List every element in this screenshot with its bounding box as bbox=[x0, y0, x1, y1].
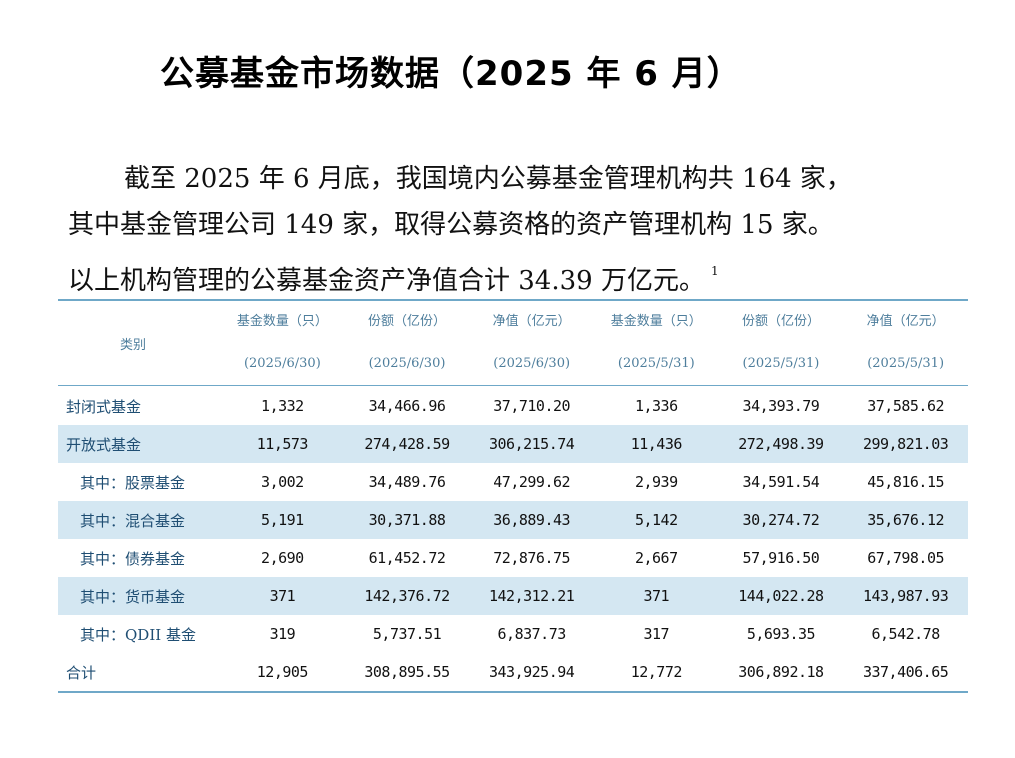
summary-paragraph: 截至 2025 年 6 月底，我国境内公募基金管理机构共 164 家， 其中基金… bbox=[68, 156, 948, 304]
column-date: (2025/6/30) bbox=[243, 356, 321, 371]
category-header: 类别 bbox=[120, 337, 147, 353]
column-header: 份额（亿份） (2025/5/31) bbox=[719, 301, 844, 386]
table-cell: 5,737.51 bbox=[372, 625, 442, 643]
column-date: (2025/6/30) bbox=[368, 356, 446, 371]
header-divider bbox=[58, 385, 968, 387]
table-cell: 45,816.15 bbox=[867, 473, 945, 491]
table-cell: 371 bbox=[643, 587, 670, 605]
row-label: 其中：货币基金 bbox=[80, 587, 186, 606]
column-header: 基金数量（只） (2025/5/31) bbox=[594, 301, 719, 386]
column-name: 基金数量（只） bbox=[610, 314, 702, 329]
footnote-mark: 1 bbox=[710, 264, 719, 278]
table-cell: 299,821.03 bbox=[862, 435, 949, 453]
column-header: 份额（亿份） (2025/6/30) bbox=[345, 301, 470, 386]
table-cell: 371 bbox=[269, 587, 296, 605]
page-title: 公募基金市场数据（2025 年 6 月） bbox=[160, 54, 742, 94]
summary-line-1: 截至 2025 年 6 月底，我国境内公募基金管理机构共 164 家， bbox=[124, 164, 852, 194]
table-cell: 317 bbox=[643, 625, 670, 643]
table-cell: 306,215.74 bbox=[489, 435, 575, 453]
summary-line-3-text: 以上机构管理的公募基金资产净值合计 34.39 万亿元。 bbox=[68, 266, 705, 296]
table-cell: 272,498.39 bbox=[738, 435, 824, 453]
column-name: 份额（亿份） bbox=[741, 314, 820, 329]
column-name: 基金数量（只） bbox=[236, 314, 328, 329]
column-name: 净值（亿元） bbox=[492, 314, 571, 329]
table-cell: 274,428.59 bbox=[364, 435, 450, 453]
table-cell: 306,892.18 bbox=[738, 663, 824, 681]
column-header: 净值（亿元） (2025/5/31) bbox=[843, 301, 968, 386]
column-name: 份额（亿份） bbox=[368, 314, 447, 329]
table-header-row: 类别 基金数量（只） (2025/6/30) 份额（亿份） (2025/6/30) … bbox=[58, 301, 968, 386]
table-row: 其中：股票基金 3,002 34,489.76 47,299.62 2,939 … bbox=[58, 463, 968, 501]
table-cell: 142,376.72 bbox=[364, 587, 450, 605]
column-date: (2025/5/31) bbox=[742, 356, 820, 371]
table-cell: 34,393.79 bbox=[742, 397, 820, 415]
table-cell: 11,436 bbox=[630, 435, 683, 453]
column-date: (2025/6/30) bbox=[493, 356, 571, 371]
row-label: 其中：债券基金 bbox=[80, 549, 186, 568]
table-cell: 2,690 bbox=[261, 549, 304, 567]
table-cell: 37,585.62 bbox=[867, 397, 945, 415]
row-label: 其中：混合基金 bbox=[80, 511, 186, 530]
table-cell: 343,925.94 bbox=[489, 663, 575, 681]
table-cell: 11,573 bbox=[256, 435, 309, 453]
table-cell: 57,916.50 bbox=[742, 549, 820, 567]
table-cell: 6,837.73 bbox=[497, 625, 567, 643]
table-cell: 12,905 bbox=[256, 663, 309, 681]
column-header: 基金数量（只） (2025/6/30) bbox=[220, 301, 345, 386]
table-cell: 5,142 bbox=[634, 511, 678, 529]
table-cell: 61,452.72 bbox=[368, 549, 446, 567]
column-date: (2025/5/31) bbox=[617, 356, 695, 371]
table-cell: 142,312.21 bbox=[489, 587, 575, 605]
column-date: (2025/5/31) bbox=[867, 356, 945, 371]
table-cell: 144,022.28 bbox=[738, 587, 824, 605]
row-label: 开放式基金 bbox=[66, 435, 142, 454]
table-cell: 34,466.96 bbox=[368, 397, 446, 415]
table-cell: 12,772 bbox=[630, 663, 683, 681]
table-cell: 2,939 bbox=[634, 473, 678, 491]
table-cell: 36,889.43 bbox=[493, 511, 571, 529]
table-row: 其中：债券基金 2,690 61,452.72 72,876.75 2,667 … bbox=[58, 539, 968, 577]
table-cell: 3,002 bbox=[261, 473, 304, 491]
table-cell: 5,693.35 bbox=[746, 625, 816, 643]
table-row: 其中：货币基金 371 142,376.72 142,312.21 371 14… bbox=[58, 577, 968, 615]
summary-line-3: 以上机构管理的公募基金资产净值合计 34.39 万亿元。 1 bbox=[68, 248, 948, 304]
row-label: 合计 bbox=[66, 663, 97, 682]
row-label: 其中：股票基金 bbox=[80, 473, 186, 492]
table-row-total: 合计 12,905 308,895.55 343,925.94 12,772 3… bbox=[58, 653, 968, 691]
table-cell: 1,336 bbox=[634, 397, 678, 415]
table-cell: 6,542.78 bbox=[871, 625, 941, 643]
table-cell: 1,332 bbox=[261, 397, 304, 415]
row-label: 其中：QDII 基金 bbox=[80, 625, 196, 644]
table-cell: 67,798.05 bbox=[867, 549, 945, 567]
table-row: 其中：混合基金 5,191 30,371.88 36,889.43 5,142 … bbox=[58, 501, 968, 539]
table-row: 其中：QDII 基金 319 5,737.51 6,837.73 317 5,6… bbox=[58, 615, 968, 653]
table-cell: 30,371.88 bbox=[368, 511, 446, 529]
summary-line-2: 其中基金管理公司 149 家，取得公募资格的资产管理机构 15 家。 bbox=[68, 210, 834, 240]
table-cell: 143,987.93 bbox=[862, 587, 949, 605]
table-cell: 34,591.54 bbox=[742, 473, 820, 491]
table-cell: 2,667 bbox=[634, 549, 678, 567]
table-cell: 337,406.65 bbox=[862, 663, 949, 681]
column-name: 净值（亿元） bbox=[866, 314, 945, 329]
table-cell: 47,299.62 bbox=[493, 473, 571, 491]
table-cell: 35,676.12 bbox=[867, 511, 945, 529]
table-cell: 34,489.76 bbox=[368, 473, 446, 491]
table-row: 开放式基金 11,573 274,428.59 306,215.74 11,43… bbox=[58, 425, 968, 463]
table-cell: 37,710.20 bbox=[493, 397, 571, 415]
row-label: 封闭式基金 bbox=[66, 397, 142, 416]
table-row: 封闭式基金 1,332 34,466.96 37,710.20 1,336 34… bbox=[58, 387, 968, 425]
table-cell: 5,191 bbox=[261, 511, 304, 529]
column-header: 净值（亿元） (2025/6/30) bbox=[469, 301, 594, 386]
table-cell: 30,274.72 bbox=[742, 511, 820, 529]
table-cell: 308,895.55 bbox=[364, 663, 450, 681]
fund-data-table: 类别 基金数量（只） (2025/6/30) 份额（亿份） (2025/6/30) … bbox=[58, 299, 968, 693]
table-cell: 319 bbox=[269, 625, 296, 643]
table-cell: 72,876.75 bbox=[493, 549, 571, 567]
